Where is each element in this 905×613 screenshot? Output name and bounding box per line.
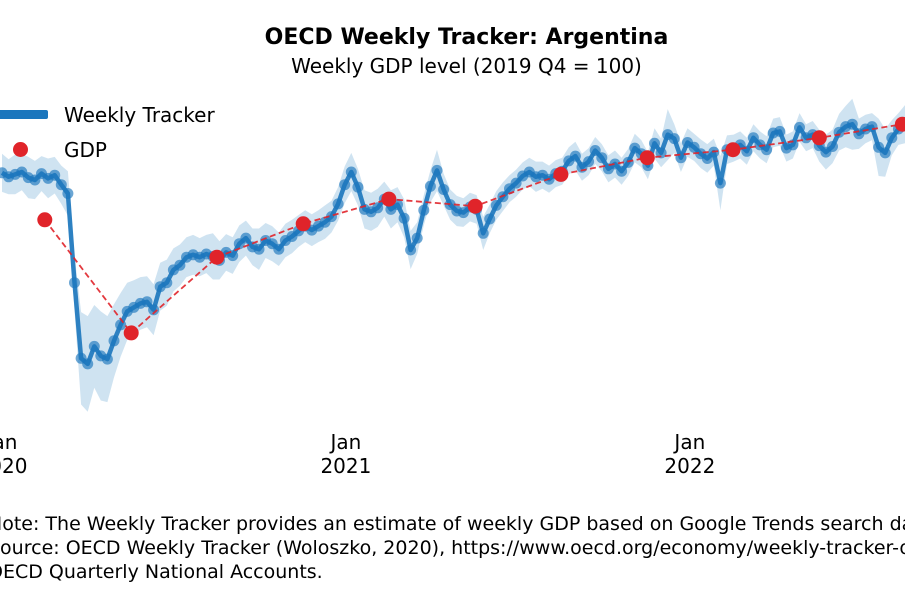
weekly-tracker-marker <box>609 158 621 170</box>
gdp-quarterly-dot <box>209 249 225 265</box>
weekly-tracker-marker <box>774 125 786 137</box>
gdp-quarterly-dot <box>553 166 569 182</box>
weekly-tracker-marker <box>88 340 100 352</box>
weekly-tracker-marker <box>49 169 61 181</box>
legend-swatch-cell <box>0 142 64 157</box>
x-tick-month: Jan <box>330 430 362 454</box>
weekly-tracker-marker <box>622 156 634 168</box>
weekly-tracker-marker <box>569 150 581 162</box>
x-tick-year: 2020 <box>0 454 28 478</box>
x-tick-year: 2022 <box>664 454 716 478</box>
gdp-quarterly-dot <box>123 325 139 341</box>
weekly-tracker-marker <box>161 277 173 289</box>
legend-item-weekly-tracker: Weekly Tracker <box>0 97 215 132</box>
weekly-tracker-marker <box>62 188 74 199</box>
x-tick-jan-2021: Jan 2021 <box>281 430 411 478</box>
weekly-tracker-marker <box>55 179 67 191</box>
weekly-tracker-marker <box>115 319 127 331</box>
weekly-tracker-marker <box>240 232 252 244</box>
weekly-tracker-marker <box>69 277 80 289</box>
weekly-tracker-marker <box>339 179 351 191</box>
weekly-tracker-marker <box>886 132 898 144</box>
weekly-tracker-marker <box>141 296 153 308</box>
gdp-quarterly-dot <box>811 130 827 146</box>
gdp-dot-swatch <box>13 142 28 157</box>
weekly-tracker-marker <box>352 181 364 193</box>
weekly-tracker-marker <box>655 147 667 159</box>
weekly-tracker-marker <box>827 141 838 152</box>
x-axis-tick-labels: Jan2020Jan2021Jan2022 <box>0 430 905 482</box>
weekly-tracker-marker <box>332 198 344 210</box>
weekly-tracker-marker <box>714 177 726 189</box>
gdp-quarterly-dot <box>639 150 655 166</box>
weekly-tracker-marker <box>345 166 357 178</box>
weekly-tracker-marker <box>761 144 773 156</box>
gdp-quarterly-dot <box>467 198 483 214</box>
gdp-quarterly-dot <box>37 212 53 228</box>
legend-swatch-cell <box>0 110 64 119</box>
note-line-1: Note: The Weekly Tracker provides an est… <box>0 513 905 535</box>
footnotes: Note: The Weekly Tracker provides an est… <box>0 512 905 584</box>
x-tick-jan-2022: Jan 2022 <box>625 430 755 478</box>
weekly-tracker-marker <box>398 212 410 224</box>
x-tick-month: Jan <box>674 430 706 454</box>
weekly-tracker-marker <box>174 259 186 271</box>
weekly-tracker-marker <box>747 132 759 144</box>
weekly-tracker-marker <box>794 121 805 133</box>
weekly-tracker-marker <box>273 243 285 255</box>
legend-item-gdp: GDP <box>0 132 215 167</box>
weekly-tracker-marker <box>616 165 628 177</box>
weekly-tracker-marker <box>101 353 113 365</box>
weekly-tracker-marker <box>649 137 660 149</box>
x-tick-month: Jan <box>0 430 18 454</box>
weekly-tracker-marker <box>589 145 601 156</box>
weekly-tracker-marker <box>477 227 489 239</box>
note-line-3: OECD Quarterly National Accounts. <box>0 561 323 583</box>
weekly-tracker-marker <box>668 133 680 145</box>
gdp-quarterly-dot <box>725 142 741 158</box>
gdp-quarterly-dot <box>894 116 905 132</box>
weekly-tracker-marker <box>484 213 496 225</box>
weekly-tracker-marker <box>490 199 502 211</box>
weekly-tracker-marker <box>424 180 436 192</box>
weekly-tracker-marker <box>372 202 384 214</box>
weekly-tracker-marker <box>879 147 891 159</box>
weekly-tracker-marker <box>82 358 94 370</box>
weekly-tracker-marker <box>411 232 423 244</box>
weekly-tracker-marker <box>148 304 160 316</box>
weekly-tracker-marker <box>438 184 450 195</box>
weekly-tracker-marker <box>108 335 120 347</box>
weekly-tracker-marker <box>326 211 337 223</box>
weekly-tracker-marker <box>431 164 443 176</box>
weekly-tracker-marker <box>583 156 595 168</box>
weekly-tracker-line-swatch <box>0 110 48 119</box>
weekly-tracker-marker <box>846 118 858 130</box>
x-tick-year: 2021 <box>320 454 372 478</box>
gdp-quarterly-dot <box>381 191 397 207</box>
weekly-tracker-marker <box>596 152 608 164</box>
legend-label-gdp: GDP <box>64 137 107 162</box>
weekly-tracker-chart-plot <box>0 98 905 412</box>
x-tick-jan-2020: Jan2020 <box>0 430 67 478</box>
weekly-tracker-marker <box>253 243 265 255</box>
weekly-tracker-marker <box>405 244 417 256</box>
note-line-2: Source: OECD Weekly Tracker (Woloszko, 2… <box>0 537 905 559</box>
legend: Weekly Tracker GDP <box>0 97 215 167</box>
gdp-quarterly-dot <box>295 216 311 232</box>
legend-label-weekly-tracker: Weekly Tracker <box>64 102 215 127</box>
weekly-tracker-marker <box>510 177 522 189</box>
weekly-tracker-marker <box>418 204 430 216</box>
